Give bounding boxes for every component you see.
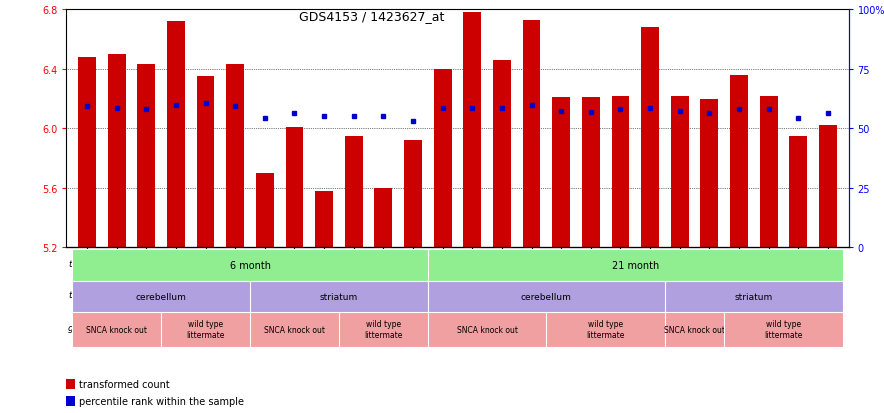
Bar (404, 141, 422, 248)
Text: striatum: striatum (320, 292, 358, 301)
Text: SNCA knock out: SNCA knock out (264, 325, 325, 334)
Bar (375, 188, 392, 248)
Text: percentile rank within the sample: percentile rank within the sample (79, 396, 244, 406)
Bar (197, 77, 215, 248)
Text: striatum: striatum (735, 292, 773, 301)
Bar (108, 55, 126, 248)
Text: wild type
littermate: wild type littermate (765, 320, 803, 339)
Text: cerebellum: cerebellum (135, 292, 187, 301)
Bar (819, 126, 837, 248)
Text: 6 month: 6 month (230, 260, 271, 271)
Text: time: time (68, 259, 88, 268)
Bar (226, 65, 244, 248)
Bar (759, 96, 778, 248)
Text: SNCA knock out: SNCA knock out (86, 325, 147, 334)
Text: cerebellum: cerebellum (521, 292, 572, 301)
Bar (78, 58, 96, 248)
Bar (137, 65, 156, 248)
Bar (463, 13, 481, 248)
Text: SNCA knock out: SNCA knock out (457, 325, 518, 334)
Bar (66, 396, 75, 406)
Text: GDS4153 / 1423627_at: GDS4153 / 1423627_at (299, 10, 444, 23)
Text: wild type
littermate: wild type littermate (586, 320, 625, 339)
Bar (286, 128, 303, 248)
Text: wild type
littermate: wild type littermate (364, 320, 402, 339)
Bar (641, 28, 659, 248)
Text: SNCA knock out: SNCA knock out (664, 325, 725, 334)
Bar (493, 61, 511, 248)
Bar (66, 379, 75, 389)
Text: genotype/variation: genotype/variation (68, 323, 154, 332)
Bar (612, 96, 629, 248)
Bar (671, 96, 689, 248)
Text: wild type
littermate: wild type littermate (187, 320, 225, 339)
Bar (552, 98, 570, 248)
Bar (582, 98, 599, 248)
Bar (434, 70, 452, 248)
Bar (730, 76, 748, 248)
Text: transformed count: transformed count (79, 379, 170, 389)
Bar (522, 21, 540, 248)
Bar (167, 22, 185, 248)
Bar (789, 136, 807, 248)
Bar (345, 136, 362, 248)
Bar (316, 191, 333, 248)
Bar (256, 173, 274, 248)
Text: 21 month: 21 month (612, 260, 659, 271)
Text: tissue: tissue (68, 290, 95, 299)
Bar (700, 100, 719, 248)
